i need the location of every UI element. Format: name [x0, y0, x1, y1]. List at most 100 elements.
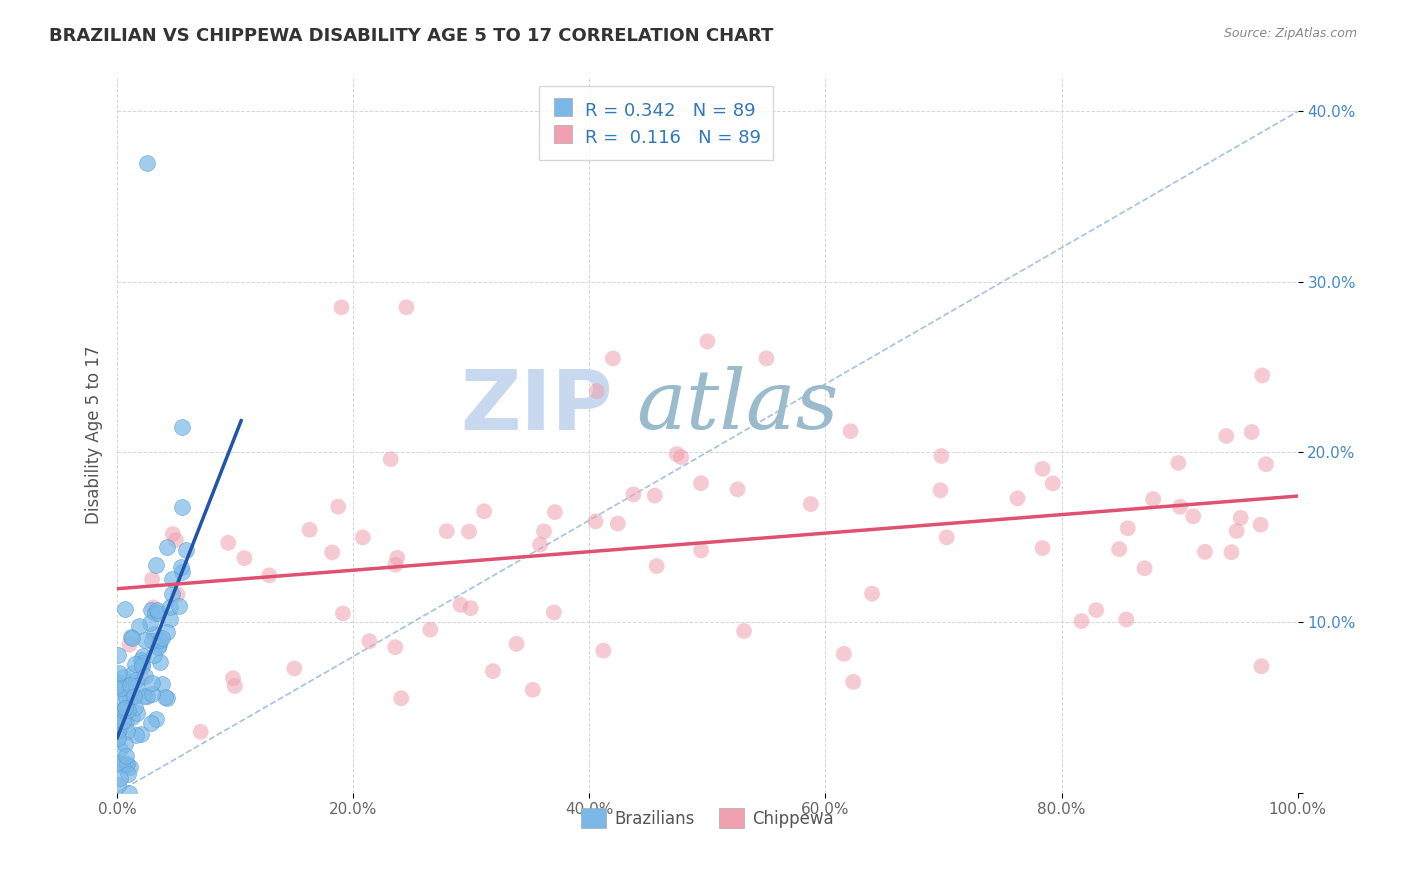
Point [472, 504, 495, 518]
Point [543, 606, 565, 620]
Point [162, 527, 184, 541]
Point [118, 693, 141, 707]
Point [669, 450, 692, 464]
Point [224, 679, 246, 693]
Point [170, 560, 193, 574]
Point [107, 756, 129, 770]
Point [120, 630, 142, 644]
Point [522, 682, 544, 697]
Point [1251, 368, 1274, 383]
Point [134, 669, 156, 683]
Point [142, 648, 165, 663]
Point [132, 689, 155, 703]
Point [114, 714, 136, 728]
Point [111, 714, 134, 729]
Point [146, 603, 169, 617]
Point [931, 449, 953, 463]
Point [107, 725, 129, 739]
Point [145, 558, 167, 572]
Text: ZIP: ZIP [461, 366, 613, 447]
Point [389, 691, 412, 706]
Point [606, 516, 628, 531]
Point [143, 626, 166, 640]
Point [118, 678, 141, 692]
Point [839, 424, 862, 438]
Point [585, 384, 607, 399]
Point [387, 550, 409, 565]
Point [1215, 429, 1237, 443]
Point [110, 693, 132, 707]
Point [283, 661, 305, 675]
Point [860, 586, 883, 600]
Point [124, 673, 146, 687]
Point [167, 599, 190, 614]
Point [1108, 542, 1130, 557]
Point [172, 500, 194, 515]
Point [115, 756, 138, 771]
Point [1250, 517, 1272, 532]
Point [146, 640, 169, 654]
Point [233, 551, 256, 566]
Point [146, 606, 169, 620]
Point [110, 742, 132, 756]
Point [222, 671, 245, 685]
Point [122, 689, 145, 703]
Point [1115, 612, 1137, 626]
Point [124, 657, 146, 671]
Point [172, 419, 194, 434]
Point [155, 624, 177, 639]
Point [733, 624, 755, 638]
Point [298, 523, 321, 537]
Point [141, 634, 163, 648]
Point [727, 483, 749, 497]
Point [352, 530, 374, 544]
Point [1116, 521, 1139, 535]
Point [166, 588, 188, 602]
Point [150, 677, 173, 691]
Point [121, 631, 143, 645]
Point [1226, 524, 1249, 538]
Point [117, 767, 139, 781]
Point [150, 631, 173, 645]
Point [156, 541, 179, 555]
Point [690, 476, 713, 491]
Point [117, 703, 139, 717]
Point [544, 505, 567, 519]
Point [170, 566, 193, 580]
Point [118, 760, 141, 774]
Point [131, 657, 153, 671]
Point [436, 524, 458, 538]
Point [1240, 425, 1263, 439]
Point [135, 155, 157, 169]
Point [149, 655, 172, 669]
Point [136, 689, 159, 703]
Point [110, 681, 132, 695]
Point [1085, 603, 1108, 617]
Point [842, 675, 865, 690]
Point [330, 301, 353, 315]
Point [217, 536, 239, 550]
Point [114, 758, 136, 772]
Point [128, 619, 150, 633]
Point [159, 612, 181, 626]
Point [111, 670, 134, 684]
Point [645, 559, 668, 574]
Point [134, 633, 156, 648]
Point [585, 514, 607, 528]
Point [132, 649, 155, 664]
Text: atlas: atlas [637, 367, 839, 446]
Point [160, 587, 183, 601]
Point [935, 530, 957, 544]
Point [110, 771, 132, 785]
Point [141, 688, 163, 702]
Point [142, 600, 165, 615]
Point [115, 749, 138, 764]
Point [505, 637, 527, 651]
Point [1250, 659, 1272, 673]
Point [190, 724, 212, 739]
Point [384, 558, 406, 572]
Point [121, 690, 143, 704]
Text: Source: ZipAtlas.com: Source: ZipAtlas.com [1223, 27, 1357, 40]
Point [114, 700, 136, 714]
Point [1142, 492, 1164, 507]
